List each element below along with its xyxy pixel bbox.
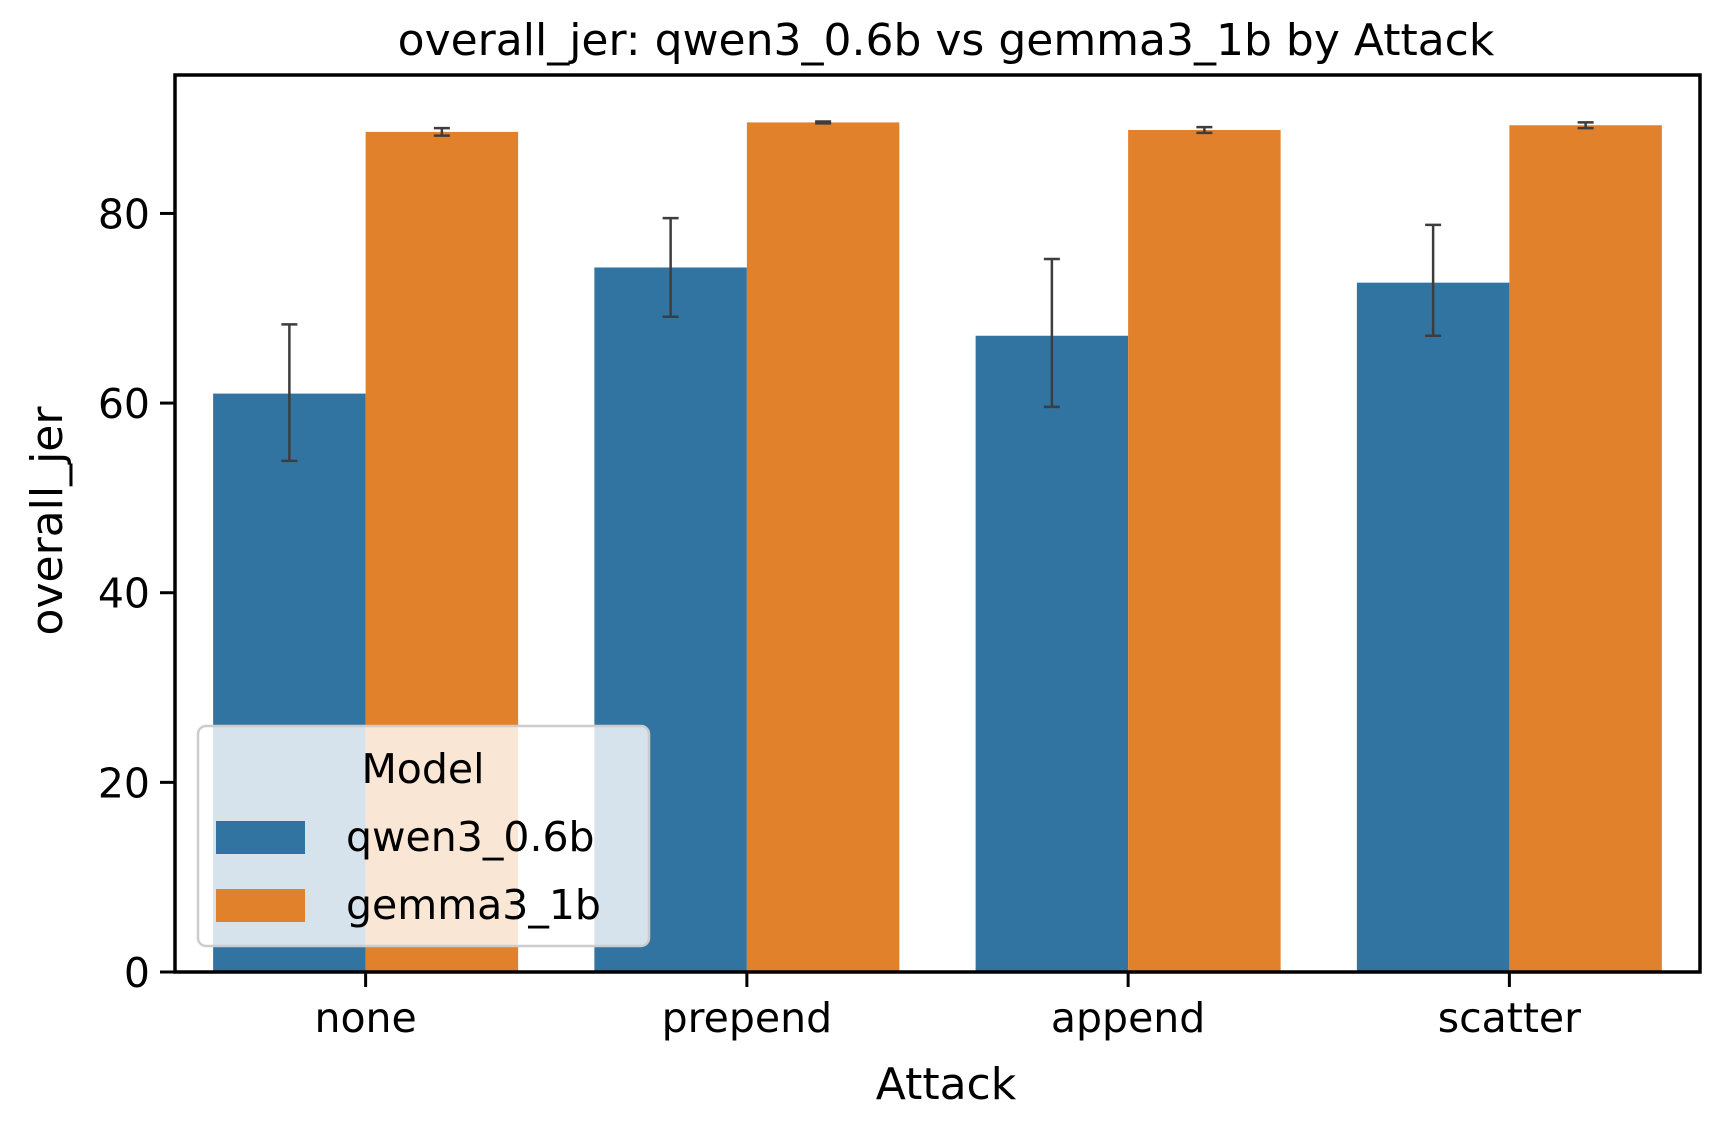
- error-bar-qwen3_0.6b-scatter: [1425, 223, 1442, 338]
- legend-label-qwen3_0.6b: qwen3_0.6b: [346, 813, 595, 861]
- legend-box: [196, 724, 651, 948]
- plot-frame: [173, 73, 1702, 974]
- y-axis-label: overall_jer: [22, 406, 73, 636]
- x-tick-label: append: [1051, 994, 1205, 1042]
- y-tick-label: 20: [98, 759, 150, 807]
- legend: Model qwen3_0.6b gemma3_1b: [196, 724, 651, 948]
- error-bar-gemma3_1b-scatter: [1577, 121, 1594, 130]
- legend-swatch-qwen3_0.6b: [216, 821, 305, 854]
- x-tick-label: scatter: [1438, 994, 1581, 1042]
- y-tick-label: 60: [98, 380, 150, 428]
- chart-title: overall_jer: qwen3_0.6b vs gemma3_1b by …: [398, 15, 1495, 66]
- legend-title: Model: [361, 745, 484, 793]
- error-bar-qwen3_0.6b-none: [281, 323, 298, 463]
- legend-swatch-gemma3_1b: [216, 889, 305, 922]
- error-bar-gemma3_1b-append: [1196, 125, 1213, 135]
- x-tick-label: prepend: [662, 994, 832, 1042]
- bar-qwen3_0.6b-append: [975, 335, 1129, 972]
- error-bar-qwen3_0.6b-append: [1043, 257, 1060, 409]
- x-axis-label: Attack: [876, 1059, 1017, 1110]
- x-tick-label: none: [314, 994, 416, 1042]
- bar-gemma3_1b-append: [1128, 129, 1281, 972]
- error-bar-gemma3_1b-none: [433, 126, 450, 137]
- bar-qwen3_0.6b-scatter: [1356, 282, 1510, 972]
- legend-label-gemma3_1b: gemma3_1b: [346, 881, 601, 929]
- bar-gemma3_1b-prepend: [746, 122, 900, 972]
- error-bar-qwen3_0.6b-prepend: [662, 216, 679, 319]
- bar-gemma3_1b-scatter: [1509, 125, 1662, 972]
- y-tick-label: 40: [98, 570, 150, 618]
- y-tick-label: 80: [98, 190, 150, 238]
- error-bar-gemma3_1b-prepend: [815, 120, 832, 125]
- y-tick-label: 0: [124, 949, 150, 997]
